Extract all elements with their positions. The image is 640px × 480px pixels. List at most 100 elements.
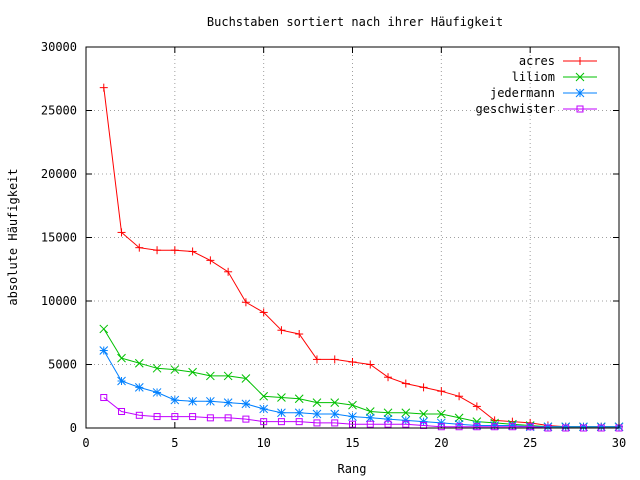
data-point-liliom bbox=[454, 413, 464, 423]
data-point-liliom bbox=[365, 407, 375, 416]
data-point-liliom bbox=[188, 367, 197, 377]
data-point-jedermann bbox=[348, 412, 357, 421]
data-point-geschwister bbox=[118, 407, 126, 415]
data-point-jedermann bbox=[241, 399, 251, 409]
data-point-liliom bbox=[312, 398, 322, 407]
data-point-acres bbox=[312, 355, 321, 364]
data-point-acres bbox=[99, 83, 108, 92]
y-tick-label: 0 bbox=[70, 421, 77, 435]
legend-marker-liliom bbox=[575, 72, 585, 82]
data-point-geschwister bbox=[331, 419, 339, 427]
data-point-geschwister bbox=[349, 420, 356, 428]
data-point-geschwister bbox=[206, 414, 214, 422]
data-point-geschwister bbox=[224, 414, 232, 422]
data-point-acres bbox=[170, 246, 179, 255]
x-axis: 0 5 10 15 20 25 30 bbox=[82, 47, 626, 450]
data-point-liliom bbox=[134, 358, 144, 368]
data-point-acres bbox=[295, 330, 304, 339]
data-point-geschwister bbox=[366, 420, 374, 428]
data-point-geschwister bbox=[171, 413, 179, 421]
data-point-liliom bbox=[170, 365, 180, 374]
data-point-liliom bbox=[241, 374, 251, 383]
data-point-liliom bbox=[419, 409, 428, 419]
data-point-geschwister bbox=[189, 413, 197, 421]
data-point-acres bbox=[277, 326, 286, 335]
data-point-acres bbox=[348, 357, 357, 366]
y-tick-label: 10000 bbox=[41, 294, 77, 308]
x-axis-label: Rang bbox=[338, 462, 367, 476]
plot-frame bbox=[85, 46, 620, 429]
data-point-acres bbox=[188, 247, 197, 256]
data-point-jedermann bbox=[259, 404, 269, 414]
x-tick-label: 15 bbox=[345, 436, 359, 450]
y-tick-label: 15000 bbox=[41, 231, 77, 245]
data-point-liliom bbox=[206, 371, 215, 381]
data-point-jedermann bbox=[277, 408, 286, 418]
data-point-geschwister bbox=[455, 423, 463, 431]
data-point-jedermann bbox=[188, 396, 197, 406]
data-point-acres bbox=[366, 360, 375, 369]
data-point-acres bbox=[206, 256, 215, 265]
data-point-geschwister bbox=[402, 420, 410, 428]
data-point-jedermann bbox=[99, 346, 109, 355]
data-point-jedermann bbox=[170, 395, 180, 405]
x-tick-label: 20 bbox=[434, 436, 448, 450]
data-point-acres bbox=[384, 373, 393, 382]
data-point-acres bbox=[455, 392, 464, 401]
data-point-liliom bbox=[277, 393, 286, 402]
data-point-jedermann bbox=[206, 396, 215, 406]
data-point-liliom bbox=[294, 394, 304, 404]
data-point-acres bbox=[401, 379, 410, 388]
data-point-geschwister bbox=[437, 423, 445, 431]
data-point-geschwister bbox=[242, 415, 250, 423]
legend: acres liliom jedermann geschwister bbox=[476, 54, 597, 116]
x-tick-label: 5 bbox=[171, 436, 178, 450]
data-point-geschwister bbox=[508, 423, 516, 431]
data-point-geschwister bbox=[526, 423, 534, 431]
grid-lines bbox=[86, 47, 619, 428]
data-point-geschwister bbox=[473, 423, 481, 431]
data-point-liliom bbox=[152, 363, 162, 373]
data-point-liliom bbox=[401, 408, 411, 418]
legend-marker-geschwister bbox=[576, 105, 584, 113]
data-point-geschwister bbox=[277, 418, 285, 426]
data-point-acres bbox=[241, 298, 250, 307]
series-line-acres bbox=[103, 87, 619, 428]
data-point-acres bbox=[117, 228, 126, 237]
data-point-jedermann bbox=[330, 409, 340, 419]
data-point-acres bbox=[135, 243, 144, 252]
data-point-jedermann bbox=[365, 413, 375, 423]
data-point-geschwister bbox=[153, 413, 161, 421]
legend-label: acres bbox=[519, 54, 555, 68]
data-point-jedermann bbox=[294, 408, 304, 418]
legend-label: liliom bbox=[512, 70, 555, 84]
series-layer bbox=[99, 83, 624, 432]
legend-marker-acres bbox=[576, 57, 584, 65]
data-point-jedermann bbox=[152, 388, 162, 397]
y-axis-label: absolute Häufigkeit bbox=[6, 168, 20, 305]
data-point-geschwister bbox=[491, 423, 499, 431]
data-point-liliom bbox=[117, 353, 126, 363]
series-line-liliom bbox=[103, 328, 619, 428]
chart-title: Buchstaben sortiert nach ihrer Häufigkei… bbox=[207, 15, 503, 29]
x-tick-label: 25 bbox=[523, 436, 537, 450]
data-point-acres bbox=[330, 355, 339, 364]
data-point-liliom bbox=[259, 391, 269, 401]
x-tick-label: 10 bbox=[256, 436, 270, 450]
data-point-liliom bbox=[436, 409, 446, 419]
y-tick-label: 20000 bbox=[41, 167, 77, 181]
data-point-geschwister bbox=[295, 418, 303, 426]
data-point-acres bbox=[437, 387, 446, 396]
data-point-liliom bbox=[330, 398, 340, 407]
legend-label: jedermann bbox=[490, 86, 555, 100]
legend-marker-jedermann bbox=[575, 88, 585, 98]
data-point-geschwister bbox=[384, 420, 392, 428]
data-point-jedermann bbox=[312, 409, 322, 419]
data-point-geschwister bbox=[260, 418, 268, 426]
y-tick-label: 25000 bbox=[41, 104, 77, 118]
data-point-liliom bbox=[223, 371, 233, 381]
data-point-acres bbox=[472, 402, 481, 411]
y-tick-label: 5000 bbox=[48, 358, 77, 372]
y-axis: 0 5000 10000 15000 20000 25000 30000 bbox=[41, 40, 619, 435]
